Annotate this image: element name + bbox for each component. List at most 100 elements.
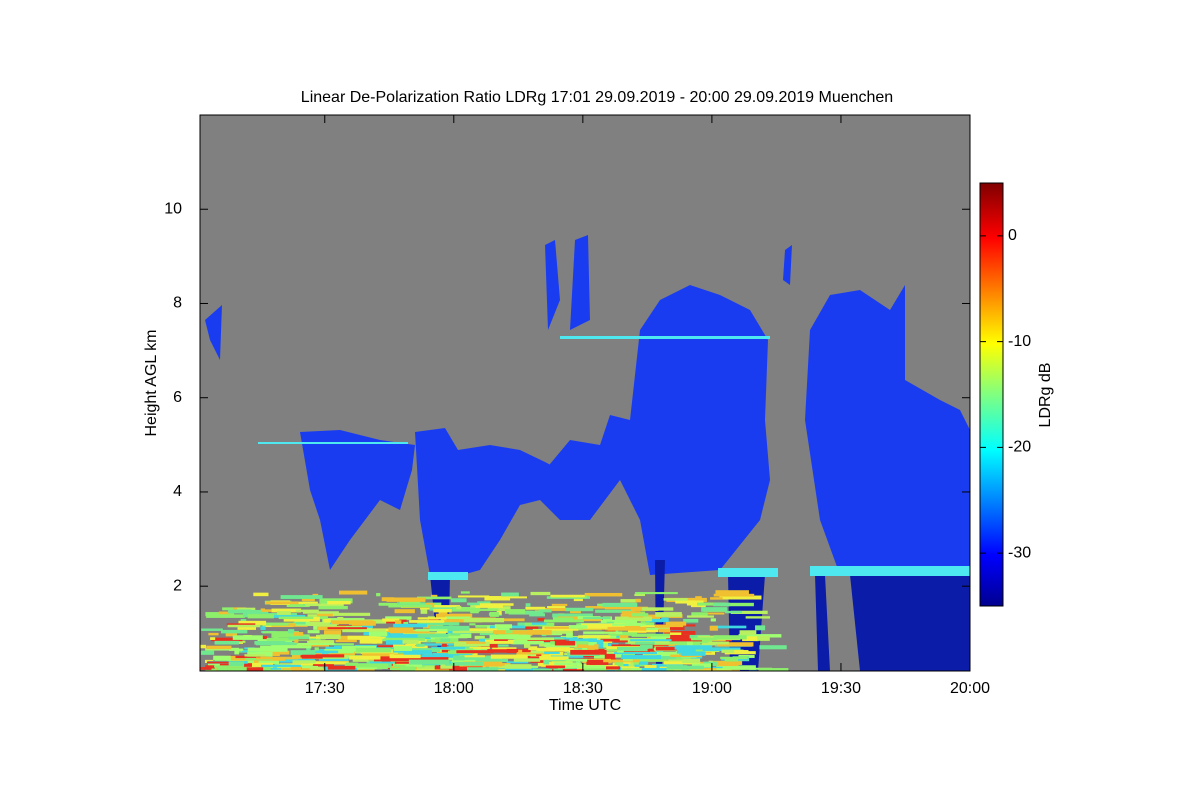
clutter-cell bbox=[307, 614, 320, 619]
clutter-cell bbox=[254, 622, 296, 626]
clutter-cell bbox=[683, 618, 699, 623]
clutter-cell bbox=[620, 599, 637, 603]
clutter-cell bbox=[424, 643, 459, 646]
clutter-cell bbox=[635, 592, 678, 595]
clutter-cell bbox=[496, 610, 502, 615]
clutter-cell bbox=[724, 610, 743, 614]
clutter-cell bbox=[307, 630, 320, 634]
clutter-cell bbox=[638, 661, 649, 665]
clutter-cell bbox=[728, 669, 740, 671]
clutter-cell bbox=[755, 625, 766, 631]
clutter-cell bbox=[429, 625, 470, 631]
y-tick-label: 4 bbox=[173, 483, 182, 500]
clutter-cell bbox=[696, 602, 726, 606]
clutter-cell bbox=[691, 612, 708, 617]
clutter-cell bbox=[529, 613, 546, 617]
clutter-cell bbox=[372, 663, 413, 668]
clutter-cell bbox=[301, 654, 323, 659]
colorbar-tick-label: -10 bbox=[1008, 333, 1031, 350]
clutter-cell bbox=[457, 595, 490, 598]
clutter-cell bbox=[369, 631, 388, 637]
clutter-cell bbox=[469, 623, 476, 626]
clutter-cell bbox=[635, 641, 655, 645]
clutter-cell bbox=[328, 651, 355, 656]
clutter-cell bbox=[473, 603, 514, 606]
clutter-cell bbox=[675, 657, 683, 660]
clutter-cell bbox=[480, 639, 515, 644]
clutter-cell bbox=[574, 644, 599, 649]
clutter-cell bbox=[695, 596, 702, 601]
clutter-cell bbox=[551, 603, 568, 606]
clutter-cell bbox=[344, 663, 389, 668]
clutter-cell bbox=[370, 661, 411, 664]
clutter-cell bbox=[408, 659, 450, 665]
clutter-cell bbox=[612, 623, 646, 626]
clutter-cell bbox=[411, 648, 441, 653]
clutter-cell bbox=[327, 627, 367, 630]
clutter-cell bbox=[403, 621, 409, 625]
clutter-cell bbox=[623, 661, 631, 667]
clutter-cell bbox=[467, 602, 480, 606]
clutter-cell bbox=[438, 611, 448, 617]
clutter-cell bbox=[641, 667, 667, 671]
clutter-cell bbox=[715, 590, 749, 595]
clutter-cell bbox=[280, 666, 302, 671]
clutter-cell bbox=[263, 650, 290, 655]
clutter-cell bbox=[555, 636, 578, 640]
clutter-cell bbox=[621, 655, 662, 660]
clutter-cell bbox=[309, 666, 323, 670]
clutter-cell bbox=[530, 591, 551, 596]
clutter-cell bbox=[313, 664, 334, 669]
x-axis-label: Time UTC bbox=[549, 697, 621, 714]
clutter-cell bbox=[525, 606, 546, 610]
clutter-cell bbox=[237, 607, 256, 611]
clutter-cell bbox=[490, 654, 528, 659]
clutter-cell bbox=[384, 637, 426, 641]
clutter-cell bbox=[228, 661, 245, 666]
clutter-cell bbox=[558, 669, 601, 671]
clutter-cell bbox=[228, 609, 243, 614]
clutter-cell bbox=[500, 596, 528, 599]
clutter-cell bbox=[516, 652, 550, 655]
clutter-cell bbox=[294, 638, 299, 643]
clutter-cell bbox=[602, 602, 638, 607]
clutter-cell bbox=[708, 641, 729, 645]
clutter-cell bbox=[713, 635, 747, 640]
clutter-cell bbox=[730, 610, 768, 614]
clutter-cell bbox=[466, 667, 499, 671]
clutter-cell bbox=[386, 597, 426, 602]
clutter-cell bbox=[200, 644, 207, 649]
cloud-echoes bbox=[205, 235, 970, 575]
clutter-cell bbox=[539, 656, 569, 661]
clutter-cell bbox=[428, 618, 439, 622]
clutter-cell bbox=[527, 629, 552, 635]
clutter-cell bbox=[573, 597, 583, 602]
y-tick-label: 8 bbox=[173, 295, 182, 312]
clutter-cell bbox=[238, 620, 267, 625]
clutter-cell bbox=[403, 650, 433, 655]
clutter-cell bbox=[536, 653, 542, 656]
clutter-cell bbox=[569, 638, 597, 644]
clutter-cell bbox=[670, 634, 690, 640]
chart-title: Linear De-Polarization Ratio LDRg 17:01 … bbox=[301, 89, 893, 106]
clutter-cell bbox=[508, 611, 544, 615]
clutter-cell bbox=[433, 608, 452, 613]
clutter-cell bbox=[234, 649, 240, 655]
clutter-cell bbox=[493, 644, 509, 647]
clutter-cell bbox=[716, 665, 756, 670]
clutter-cell bbox=[210, 637, 216, 640]
clutter-cell bbox=[585, 606, 625, 609]
clutter-cell bbox=[254, 641, 286, 645]
clutter-cell bbox=[225, 632, 238, 637]
clutter-cell bbox=[247, 609, 269, 615]
clutter-cell bbox=[513, 637, 555, 641]
clutter-cell bbox=[606, 666, 621, 670]
clutter-cell bbox=[640, 644, 653, 649]
clutter-cell bbox=[689, 668, 717, 671]
clutter-cell bbox=[518, 649, 523, 655]
clutter-cell bbox=[479, 633, 497, 636]
clutter-cell bbox=[681, 668, 693, 671]
clutter-cell bbox=[578, 635, 611, 638]
clutter-cell bbox=[247, 614, 274, 619]
clutter-cell bbox=[392, 649, 406, 653]
